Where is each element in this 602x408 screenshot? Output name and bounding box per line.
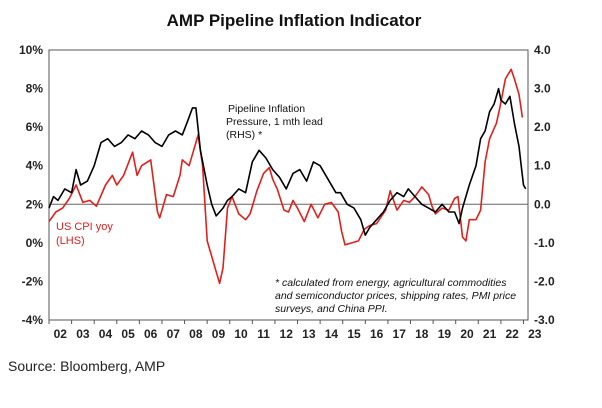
pipeline-label-line2: Pressure, 1 mth lead [226, 116, 323, 128]
x-tick-label: 06 [144, 327, 158, 341]
right-axis-tick-label: 1.0 [534, 159, 551, 173]
series-lines [48, 68, 527, 285]
x-tick-label: 03 [76, 327, 90, 341]
x-tick-label: 16 [370, 327, 384, 341]
right-axis-tick-label: 2.0 [534, 120, 551, 134]
x-tick-label: 20 [460, 327, 474, 341]
x-tick-label: 21 [483, 327, 497, 341]
footnote-line3: surveys, and China PPI. [275, 303, 388, 315]
right-axis-tick-label: 3.0 [534, 82, 551, 96]
pipeline-series-line [48, 87, 527, 236]
x-tick-label: 07 [167, 327, 181, 341]
x-axis-ticks: 02 03 04 05 06 07 08 09 10 11 12 13 14 15 16 17 18 19 20 21… [48, 320, 542, 341]
right-axis-tick-label: -3.0 [534, 313, 555, 327]
footnote-line2: and semiconductor prices, shipping rates… [275, 290, 516, 302]
right-axis-tick-label: 0.0 [534, 197, 551, 211]
x-tick-label: 22 [506, 327, 520, 341]
cpi-label-line2: (LHS) [56, 235, 85, 247]
x-tick-label: 18 [415, 327, 429, 341]
chart-title: AMP Pipeline Inflation Indicator [167, 11, 422, 30]
left-axis-tick-label: 10% [19, 43, 43, 57]
right-axis-tick-label: -2.0 [534, 274, 555, 288]
x-tick-label: 08 [189, 327, 203, 341]
pipeline-label-line3: (RHS) * [226, 129, 262, 141]
right-axis-tick-label: 4.0 [534, 43, 551, 57]
left-axis-tick-label: 8% [26, 82, 44, 96]
x-tick-label: 19 [438, 327, 452, 341]
x-tick-label: 12 [280, 327, 294, 341]
left-axis-tick-label: 0% [26, 236, 44, 250]
left-axis-tick-label: 4% [26, 159, 44, 173]
left-axis-tick-label: -2% [22, 274, 44, 288]
x-tick-label: 09 [212, 327, 226, 341]
footnote-line1: * calculated from energy, agricultural c… [275, 277, 507, 289]
x-tick-label: 17 [393, 327, 407, 341]
x-tick-label: 11 [257, 327, 270, 341]
source-note: Source: Bloomberg, AMP [8, 358, 166, 374]
cpi-label-line1: US CPI yoy [56, 221, 113, 233]
x-tick-label: 05 [121, 327, 135, 341]
left-axis-ticks: 10% 8% 6% 4% 2% 0% -2% -4% [19, 43, 43, 327]
left-axis-tick-label: -4% [22, 313, 44, 327]
x-tick-label: 15 [347, 327, 361, 341]
plot-frame [48, 49, 529, 321]
right-axis-tick-label: -1.0 [534, 236, 555, 250]
x-tick-label: 02 [54, 327, 68, 341]
cpi-series-line [48, 68, 524, 285]
pipeline-label-line1: Pipeline Inflation [228, 103, 305, 115]
right-axis-ticks: 4.0 3.0 2.0 1.0 0.0 -1.0 -2.0 -3.0 [534, 43, 555, 327]
x-tick-label: 23 [528, 327, 542, 341]
x-tick-label: 13 [302, 327, 316, 341]
x-tick-label: 04 [99, 327, 113, 341]
left-axis-tick-label: 6% [26, 120, 44, 134]
x-tick-label: 14 [325, 327, 339, 341]
left-axis-tick-label: 2% [26, 197, 44, 211]
x-tick-label: 10 [234, 327, 248, 341]
